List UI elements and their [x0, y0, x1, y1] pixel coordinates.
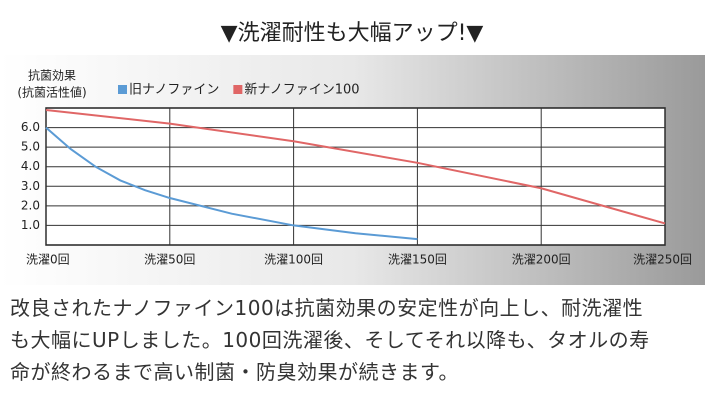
x-tick-label: 洗濯0回	[26, 253, 70, 267]
legend-swatch	[233, 85, 243, 94]
text-line: 命が終わるまで高い制菌・防臭効果が続きます。	[10, 360, 459, 384]
y-tick-label: 6.0	[21, 120, 40, 134]
x-tick-label: 洗濯100回	[264, 253, 323, 267]
legend-label: 新ナノファイン100	[244, 82, 359, 98]
chart: ▼洗濯耐性も大幅アップ!▼ 抗菌効果 (抗菌活性値) 1.0 2.0 3.0 4.0 5…	[0, 21, 705, 285]
x-tick-label: 洗濯250回	[633, 253, 692, 267]
series-line	[45, 108, 666, 225]
x-tick-label: 洗濯200回	[512, 253, 571, 267]
series-line	[45, 126, 418, 241]
legend-swatch	[118, 85, 127, 94]
text-line: 改良されたナノファイン100は抗菌効果の安定性が向上し、耐洗濯性	[10, 296, 644, 320]
description: 改良されたナノファイン100は抗菌効果の安定性が向上し、耐洗濯性 も大幅にUPし…	[10, 292, 700, 388]
plot-area	[45, 107, 666, 246]
x-tick-label: 洗濯150回	[388, 253, 447, 267]
y-tick-label: 2.0	[21, 198, 40, 212]
text-line: も大幅にUPしました。100回洗濯後、そしてそれ以降も、タオルの寿	[10, 328, 650, 352]
y-tick-label: 3.0	[21, 179, 40, 193]
y-axis-label: 抗菌効果	[28, 68, 76, 83]
y-tick-label: 4.0	[21, 159, 40, 173]
x-tick-label: 洗濯50回	[144, 253, 195, 267]
y-tick-label: 5.0	[21, 140, 40, 154]
legend-label: 旧ナノファイン	[129, 83, 219, 98]
title: ▼洗濯耐性も大幅アップ!▼	[221, 21, 484, 46]
y-tick-label: 1.0	[21, 218, 40, 232]
y-axis-label: (抗菌活性値)	[17, 85, 86, 100]
